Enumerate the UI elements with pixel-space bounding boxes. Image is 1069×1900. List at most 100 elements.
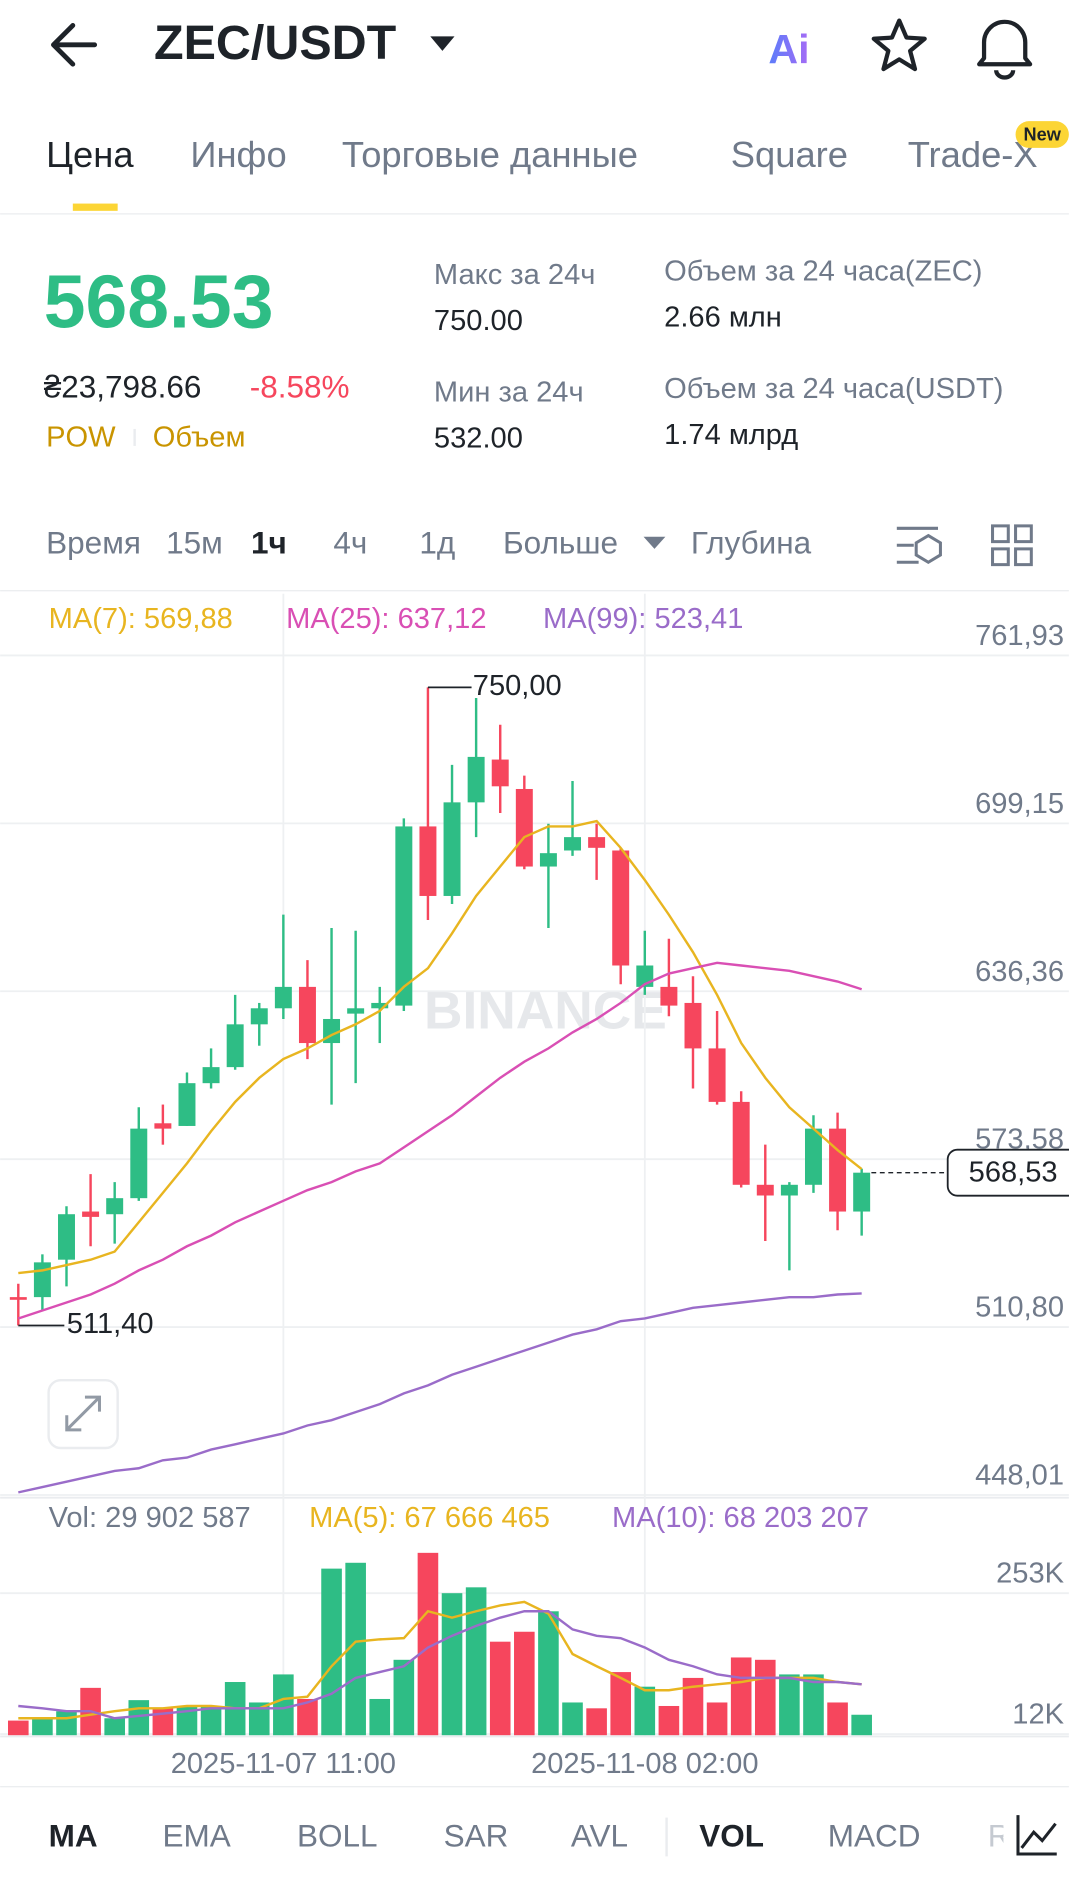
tab[interactable]: Цена: [46, 134, 134, 175]
x-tick-label: 2025-11-07 11:00: [171, 1748, 396, 1780]
candle-body: [539, 853, 557, 867]
watermark: BINANCE: [424, 981, 667, 1040]
volume-bar: [706, 1702, 728, 1736]
candle-body: [660, 986, 678, 1006]
volume-bar: [803, 1674, 824, 1736]
candle-body: [467, 756, 485, 803]
candle-body: [853, 1172, 871, 1212]
volume-bar: [297, 1698, 318, 1736]
candle-body: [491, 759, 509, 787]
candle-body: [58, 1214, 75, 1260]
legend-entry: MA(25): 637,12: [286, 603, 486, 635]
volume-bar: [417, 1552, 439, 1736]
interval[interactable]: 15м: [166, 525, 223, 561]
indicator[interactable]: VOL: [699, 1818, 764, 1854]
chart-settings-bg: [1003, 1810, 1069, 1867]
volume-bar: [754, 1659, 776, 1736]
tag[interactable]: Объем: [153, 421, 246, 453]
volume-bar: [200, 1705, 222, 1736]
candle-body: [130, 1128, 148, 1199]
stat-label: Макс за 24ч: [434, 259, 595, 291]
candle-body: [9, 1297, 27, 1300]
indicator[interactable]: MA: [49, 1818, 98, 1854]
legend-entry: MA(99): 523,41: [543, 603, 743, 635]
volume-bar: [176, 1705, 198, 1736]
pair-dropdown[interactable]: [430, 36, 455, 51]
volume-bar: [321, 1568, 342, 1736]
volume-bar: [682, 1677, 704, 1736]
candle-body: [154, 1123, 172, 1129]
volume-bar: [104, 1718, 125, 1736]
y-tick-label: 448,01: [975, 1460, 1064, 1492]
y-tick-label: 761,93: [975, 620, 1064, 652]
volume-bar: [514, 1631, 535, 1736]
stat-value: 750.00: [434, 305, 523, 337]
candle-body: [708, 1048, 726, 1102]
indicator[interactable]: EMA: [162, 1818, 230, 1854]
volume-bar: [538, 1611, 559, 1736]
tab[interactable]: Square: [731, 134, 848, 175]
more-button[interactable]: Больше: [503, 525, 618, 561]
fiat-price: ₴23,798.66: [44, 368, 202, 404]
stat-value: 1.74 млрд: [664, 419, 798, 451]
volume-bar: [248, 1702, 270, 1736]
candle-body: [371, 1002, 389, 1009]
ma-line: [18, 1600, 862, 1720]
candle-body: [804, 1128, 822, 1185]
volume-bar: [827, 1702, 848, 1736]
new-badge-bg: [1015, 121, 1069, 148]
depth-button[interactable]: Глубина: [691, 525, 812, 561]
candle-body: [829, 1128, 847, 1212]
volume-bar: [562, 1702, 583, 1736]
candle-body: [250, 1008, 268, 1025]
layout-button[interactable]: [991, 524, 1033, 567]
indicator[interactable]: MACD: [828, 1818, 921, 1854]
stat-value: 532.00: [434, 423, 523, 455]
volume-bar: [779, 1674, 800, 1736]
interval[interactable]: 1д: [419, 525, 455, 561]
chart-settings-button[interactable]: [1016, 1815, 1057, 1856]
indicator[interactable]: BOLL: [297, 1818, 378, 1854]
price-change: -8.58%: [250, 368, 350, 404]
interval[interactable]: 1ч: [251, 525, 287, 561]
last-price-label: 568,53: [969, 1157, 1058, 1189]
tag-divider: [133, 428, 136, 446]
volume-bar: [345, 1562, 366, 1736]
high-label: 750,00: [473, 670, 562, 702]
interval[interactable]: 4ч: [333, 525, 367, 561]
stat-label: Объем за 24 часа(ZEC): [664, 255, 982, 287]
volume-bar: [56, 1711, 77, 1736]
alert-button[interactable]: [977, 19, 1033, 80]
settings-button[interactable]: [896, 526, 942, 565]
ma-line: [17, 961, 863, 1320]
tag[interactable]: POW: [46, 421, 116, 453]
stat-label: Объем за 24 часа(USDT): [664, 373, 1003, 405]
back-button[interactable]: [51, 23, 98, 67]
volume-bar: [8, 1720, 29, 1736]
volume-bar: [730, 1657, 752, 1736]
indicator[interactable]: AVL: [571, 1818, 628, 1854]
ai-button[interactable]: Ai: [768, 26, 809, 72]
low-label: 511,40: [67, 1308, 154, 1340]
volume-bar: [393, 1659, 415, 1736]
indicator[interactable]: SAR: [444, 1818, 509, 1854]
favorite-button[interactable]: [871, 18, 927, 72]
volume-bar: [273, 1674, 294, 1736]
pair-title[interactable]: ZEC/USDT: [154, 16, 397, 70]
legend-entry: MA(7): 569,88: [49, 603, 233, 635]
candle-body: [395, 826, 413, 1006]
volume-bar: [32, 1718, 53, 1736]
last-price-box: [946, 1148, 1069, 1197]
tab[interactable]: Инфо: [190, 134, 286, 175]
tab[interactable]: Trade-X: [908, 134, 1038, 175]
divider: [0, 213, 1069, 215]
volume-bar: [634, 1686, 656, 1736]
tab[interactable]: Торговые данные: [342, 134, 638, 175]
stat-label: Мин за 24ч: [434, 377, 584, 409]
candle-body: [202, 1067, 220, 1084]
y-tick-label: 510,80: [975, 1292, 1064, 1324]
y-tick-label: 636,36: [975, 956, 1064, 988]
